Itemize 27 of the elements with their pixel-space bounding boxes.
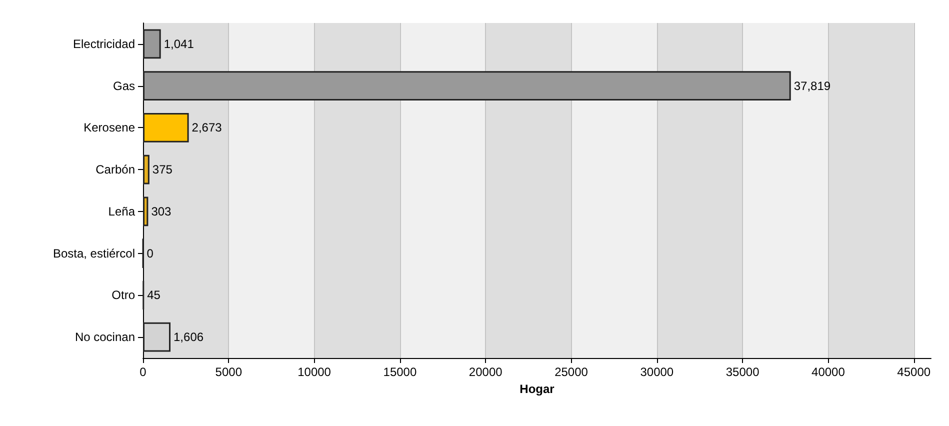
y-tick-label: Bosta, estiércol [52, 246, 135, 260]
data-label: 37,819 [794, 78, 831, 93]
x-tick-label: 0 [140, 365, 147, 379]
y-tick-label: No cocinan [74, 330, 135, 344]
x-tick-label: 40000 [812, 365, 846, 379]
x-tick-label: 10000 [298, 365, 332, 379]
y-tick-label: Electricidad [72, 36, 135, 51]
data-label: 375 [152, 162, 173, 177]
data-label: 1,041 [164, 36, 194, 51]
data-label: 0 [146, 246, 154, 260]
y-tick-label: Carbón [96, 162, 135, 177]
y-tick-label: Gas [112, 78, 135, 93]
y-tick-label: Otro [112, 288, 136, 302]
x-tick-label: 25000 [554, 365, 588, 379]
x-axis-title: Hogar [520, 382, 555, 396]
x-tick-label: 35000 [726, 365, 760, 379]
y-tick-label: Leña [108, 204, 136, 218]
data-label: 2,673 [192, 120, 222, 135]
data-label: 1,606 [174, 330, 204, 344]
y-tick-label: Kerosene [84, 120, 136, 135]
data-label: 303 [151, 204, 172, 218]
data-label: 45 [147, 288, 161, 302]
x-tick-label: 20000 [468, 365, 503, 379]
x-tick-label: 45000 [897, 365, 931, 379]
x-tick-label: 15000 [383, 365, 417, 379]
x-tick-label: 30000 [640, 365, 674, 379]
x-tick-label: 5000 [215, 365, 242, 379]
